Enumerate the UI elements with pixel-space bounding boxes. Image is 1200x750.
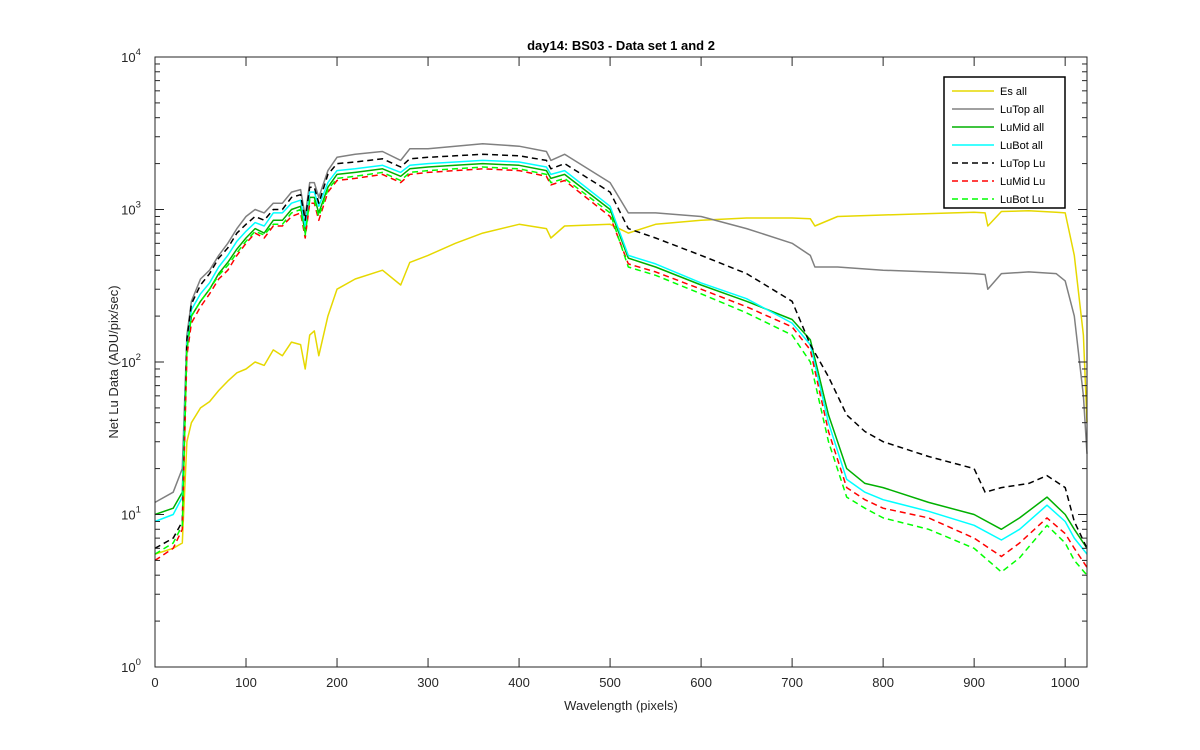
x-tick-label: 900 xyxy=(963,675,985,690)
y-tick-label: 101 xyxy=(121,505,141,523)
legend-label: LuTop all xyxy=(1000,104,1044,116)
legend-label: LuMid all xyxy=(1000,122,1044,134)
series-line-lubot-lu xyxy=(154,166,1088,576)
x-tick-label: 800 xyxy=(872,675,894,690)
x-tick-label: 1000 xyxy=(1051,675,1080,690)
y-tick-label: 104 xyxy=(121,47,141,65)
x-axis: 0 100 200 300 400 500 600 700 800 900 1000 xyxy=(151,57,1080,690)
plot-area xyxy=(155,57,1087,667)
x-tick-label: 700 xyxy=(781,675,803,690)
legend: Es all LuTop all LuMid all LuBot all LuTop L… xyxy=(943,76,1066,209)
series-line-lumid-lu xyxy=(154,168,1088,568)
y-tick-exponent: 4 xyxy=(136,47,141,58)
series-layer xyxy=(154,142,1088,576)
series-line-lubot-all xyxy=(154,159,1088,555)
x-tick-label: 400 xyxy=(508,675,530,690)
series-line-lutop-lu xyxy=(154,153,1088,549)
legend-box xyxy=(943,76,1066,209)
series-line-lutop-all xyxy=(154,142,1088,504)
y-tick-base: 10 xyxy=(121,50,135,65)
x-tick-label: 500 xyxy=(599,675,621,690)
y-tick-exponent: 3 xyxy=(136,200,141,211)
y-tick-base: 10 xyxy=(121,355,135,370)
x-tick-label: 0 xyxy=(151,675,158,690)
y-tick-exponent: 1 xyxy=(136,505,141,516)
y-tick-label: 103 xyxy=(121,200,141,218)
legend-label: Es all xyxy=(1000,86,1027,98)
legend-label: LuBot all xyxy=(1000,140,1043,152)
y-tick-exponent: 2 xyxy=(136,352,141,363)
y-tick-label: 102 xyxy=(121,352,141,370)
chart-title: day14: BS03 - Data set 1 and 2 xyxy=(527,38,715,53)
y-tick-base: 10 xyxy=(121,660,135,675)
legend-label: LuMid Lu xyxy=(1000,176,1045,188)
series-line-lumid-all xyxy=(154,162,1088,549)
x-tick-label: 300 xyxy=(417,675,439,690)
legend-label: LuBot Lu xyxy=(1000,194,1044,206)
y-tick-exponent: 0 xyxy=(136,657,141,668)
y-tick-base: 10 xyxy=(121,203,135,218)
x-tick-label: 200 xyxy=(326,675,348,690)
series-line-es-all xyxy=(154,210,1088,555)
y-axis-label: Net Lu Data (ADU/pix/sec) xyxy=(106,285,121,438)
x-tick-label: 100 xyxy=(235,675,257,690)
x-tick-label: 600 xyxy=(690,675,712,690)
x-axis-label: Wavelength (pixels) xyxy=(564,698,678,713)
legend-label: LuTop Lu xyxy=(1000,158,1045,170)
y-tick-label: 100 xyxy=(121,657,141,675)
y-tick-base: 10 xyxy=(121,508,135,523)
